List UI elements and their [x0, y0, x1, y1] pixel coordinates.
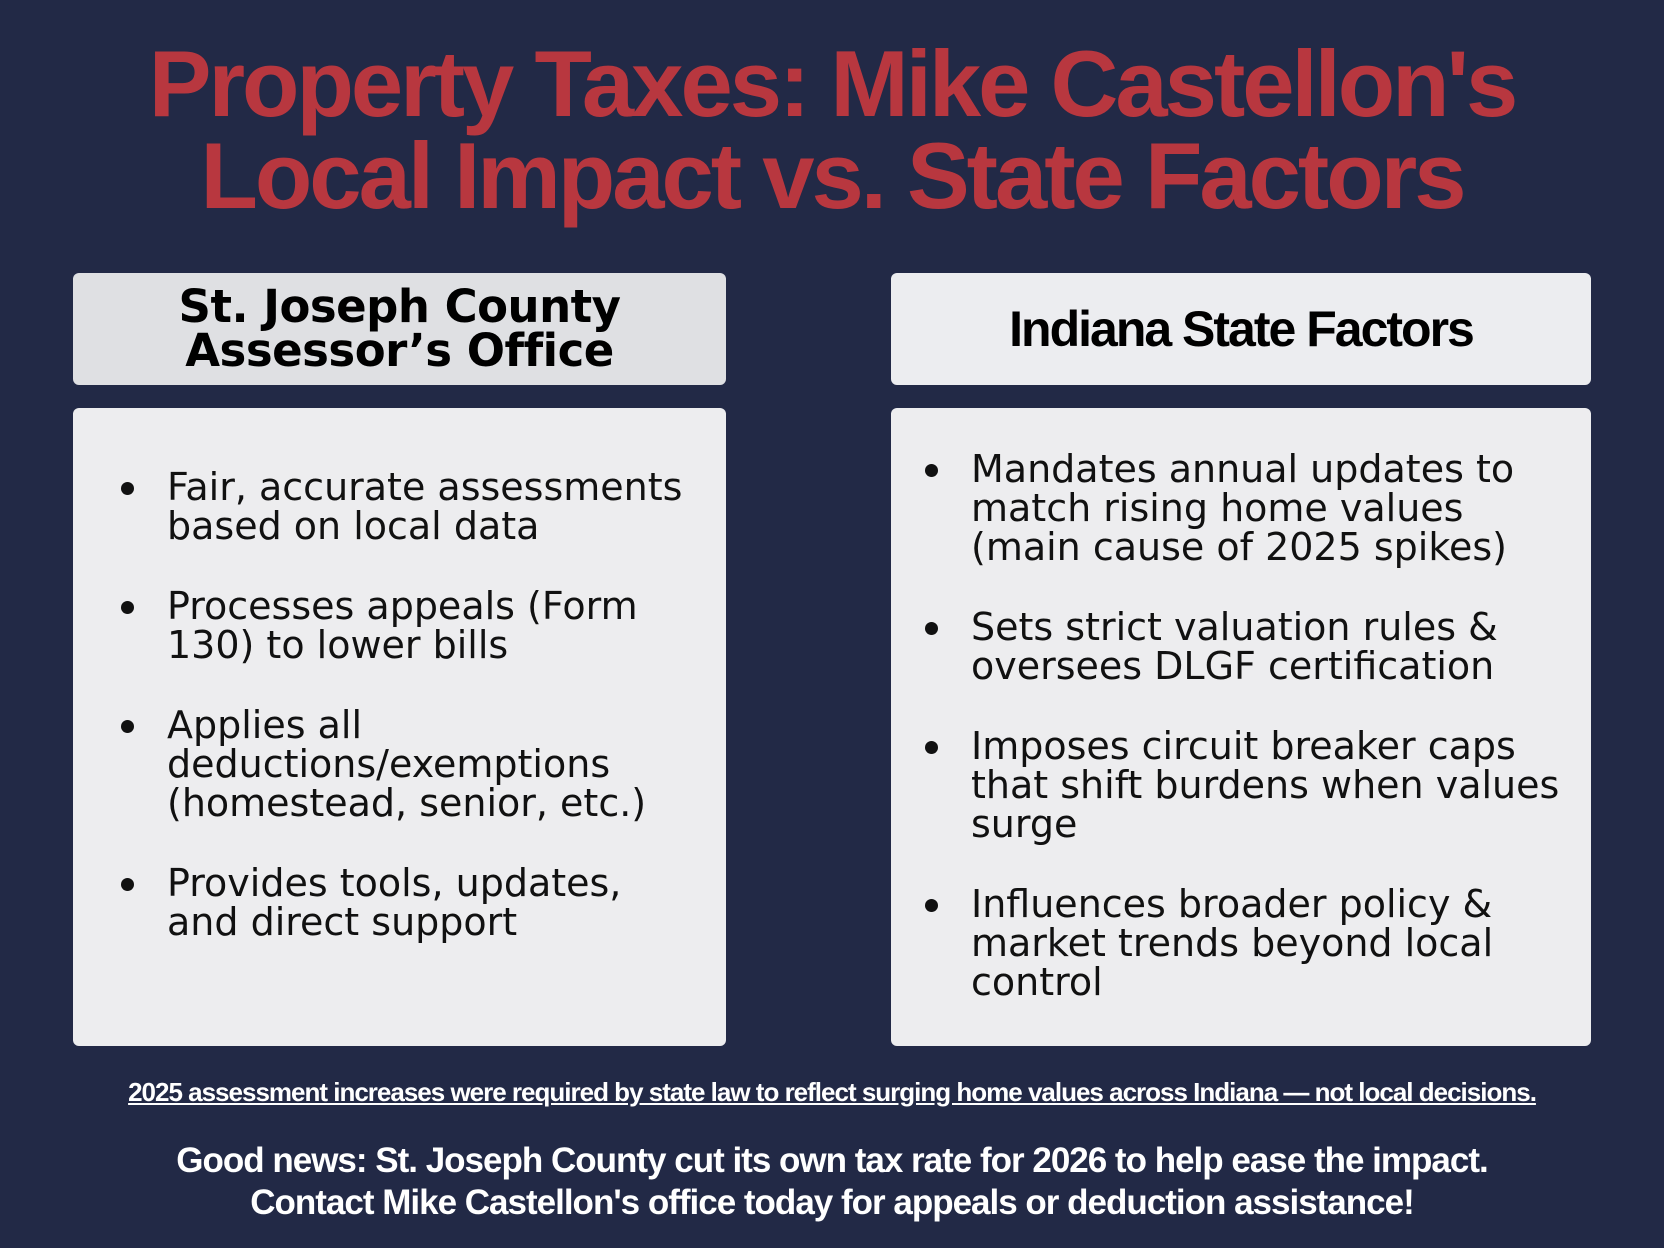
assessor-office-header: St. Joseph County Assessor’s Office [73, 273, 726, 385]
bullet-text-line: 130) to lower bills [167, 623, 509, 667]
bullet-icon [121, 601, 134, 614]
bullet-text-line: Mandates annual updates to [971, 447, 1515, 491]
bullet-text-line: that shift burdens when values [971, 763, 1560, 807]
bullet-text-line: based on local data [167, 504, 540, 548]
assessor-office-panel: Fair, accurate assessments based on loca… [73, 408, 726, 1046]
state-factors-header: Indiana State Factors [891, 273, 1591, 385]
bullet-text-line: Processes appeals (Form [167, 584, 638, 628]
list-item: Mandates annual updates to match rising … [919, 450, 1581, 567]
bullet-text-line: Applies all [167, 703, 363, 747]
good-news-message: Good news: St. Joseph County cut its own… [0, 1140, 1664, 1224]
state-factors-panel: Mandates annual updates to match rising … [891, 408, 1591, 1046]
bullet-icon [925, 899, 938, 912]
list-item: Influences broader policy & market trend… [919, 885, 1581, 1002]
bullet-icon [925, 741, 938, 754]
bullet-text-line: and direct support [167, 900, 518, 944]
state-law-note: 2025 assessment increases were required … [128, 1077, 1537, 1107]
bullet-text-line: control [971, 960, 1103, 1004]
bullet-text-line: (main cause of 2025 spikes) [971, 525, 1507, 569]
list-item: Processes appeals (Form 130) to lower bi… [115, 587, 716, 665]
bullet-text-line: oversees DLGF certification [971, 644, 1495, 688]
bullet-text-line: match rising home values [971, 486, 1464, 530]
bullet-text-line: market trends beyond local [971, 921, 1494, 965]
assessor-header-line-1: St. Joseph County [178, 280, 621, 333]
list-item: Provides tools, updates, and direct supp… [115, 864, 716, 942]
bullet-icon [925, 464, 938, 477]
assessor-header-line-2: Assessor’s Office [185, 324, 614, 377]
bullet-icon [121, 482, 134, 495]
bullet-text-line: deductions/exemptions [167, 742, 611, 786]
bullet-text-line: Provides tools, updates, [167, 861, 622, 905]
bullet-text-line: Fair, accurate assessments [167, 465, 683, 509]
good-news-line-1: Good news: St. Joseph County cut its own… [176, 1141, 1488, 1180]
bullet-icon [121, 878, 134, 891]
list-item: Sets strict valuation rules & oversees D… [919, 608, 1581, 686]
list-item: Fair, accurate assessments based on loca… [115, 468, 716, 546]
assessor-bullet-list: Fair, accurate assessments based on loca… [115, 468, 716, 942]
bullet-text-line: Sets strict valuation rules & [971, 605, 1498, 649]
state-bullet-list: Mandates annual updates to match rising … [919, 450, 1581, 1002]
title-line-1: Property Taxes: Mike Castellon's [148, 31, 1518, 136]
list-item: Applies all deductions/exemptions (homes… [115, 706, 716, 823]
title-line-2: Local Impact vs. State Factors [200, 123, 1466, 228]
bullet-text-line: Influences broader policy & [971, 882, 1493, 926]
good-news-line-2: Contact Mike Castellon's office today fo… [250, 1183, 1415, 1222]
bullet-text-line: surge [971, 802, 1078, 846]
page-title: Property Taxes: Mike Castellon's Local I… [0, 31, 1664, 228]
bullet-text-line: (homestead, senior, etc.) [167, 781, 647, 825]
list-item: Imposes circuit breaker caps that shift … [919, 727, 1581, 844]
bullet-icon [925, 622, 938, 635]
bullet-text-line: Imposes circuit breaker caps [971, 724, 1516, 768]
bullet-icon [121, 720, 134, 733]
